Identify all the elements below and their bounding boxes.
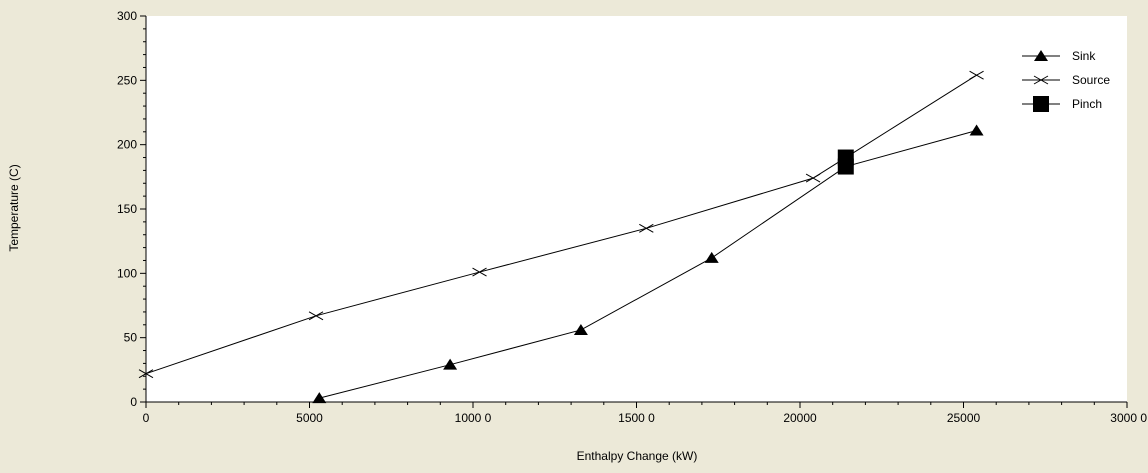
triangle-marker (969, 124, 984, 136)
axis-ticks: 0 50 100 150 200 250 300 0 5000 1000 0 1500 0 20000… (117, 9, 1147, 425)
legend-label: Pinch (1072, 97, 1102, 111)
triangle-marker (573, 323, 588, 335)
x-tick-label: 5000 (296, 411, 323, 425)
x-marker (472, 267, 487, 277)
legend-label: Source (1072, 73, 1110, 87)
axes (145, 16, 1127, 403)
legend-item-sink: Sink (1022, 49, 1096, 63)
x-marker (639, 223, 654, 233)
x-tick-label: 25000 (947, 411, 981, 425)
y-tick-label: 200 (117, 138, 137, 152)
y-tick-label: 250 (117, 73, 137, 87)
sink-series-line (319, 130, 977, 399)
legend-label: Sink (1072, 49, 1096, 63)
x-marker (308, 311, 324, 321)
square-marker (1033, 96, 1049, 112)
x-marker-stroke (639, 223, 654, 233)
x-marker-stroke (308, 311, 324, 321)
x-tick-label: 1000 0 (455, 411, 492, 425)
y-tick-label: 150 (117, 202, 137, 216)
x-tick-label: 20000 (783, 411, 817, 425)
x-tick-label: 0 (143, 411, 150, 425)
x-axis-label: Enthalpy Change (kW) (577, 449, 698, 463)
x-marker (1033, 75, 1049, 85)
legend-item-pinch: Pinch (1022, 96, 1102, 112)
y-axis-label: Temperature (C) (7, 164, 21, 251)
x-tick-label: 1500 0 (618, 411, 655, 425)
y-tick-label: 100 (117, 266, 137, 280)
x-marker-stroke (472, 267, 487, 277)
x-marker-stroke (1033, 75, 1049, 85)
x-marker-stroke (805, 173, 821, 183)
square-marker (837, 149, 854, 166)
y-tick-label: 300 (117, 9, 137, 23)
x-marker (805, 173, 821, 183)
y-tick-label: 0 (130, 395, 137, 409)
x-marker-stroke (969, 70, 984, 80)
triangle-marker (704, 251, 719, 263)
series-markers (138, 70, 984, 404)
x-marker (969, 70, 984, 80)
legend: Sink Source Pinch (1022, 49, 1110, 112)
x-tick-label: 3000 0 (1110, 411, 1147, 425)
legend-item-source: Source (1022, 73, 1110, 87)
y-tick-label: 50 (124, 331, 138, 345)
triangle-marker (1034, 50, 1048, 61)
triangle-marker (443, 358, 458, 370)
plot-area (146, 16, 1127, 402)
triangle-marker (312, 392, 327, 404)
